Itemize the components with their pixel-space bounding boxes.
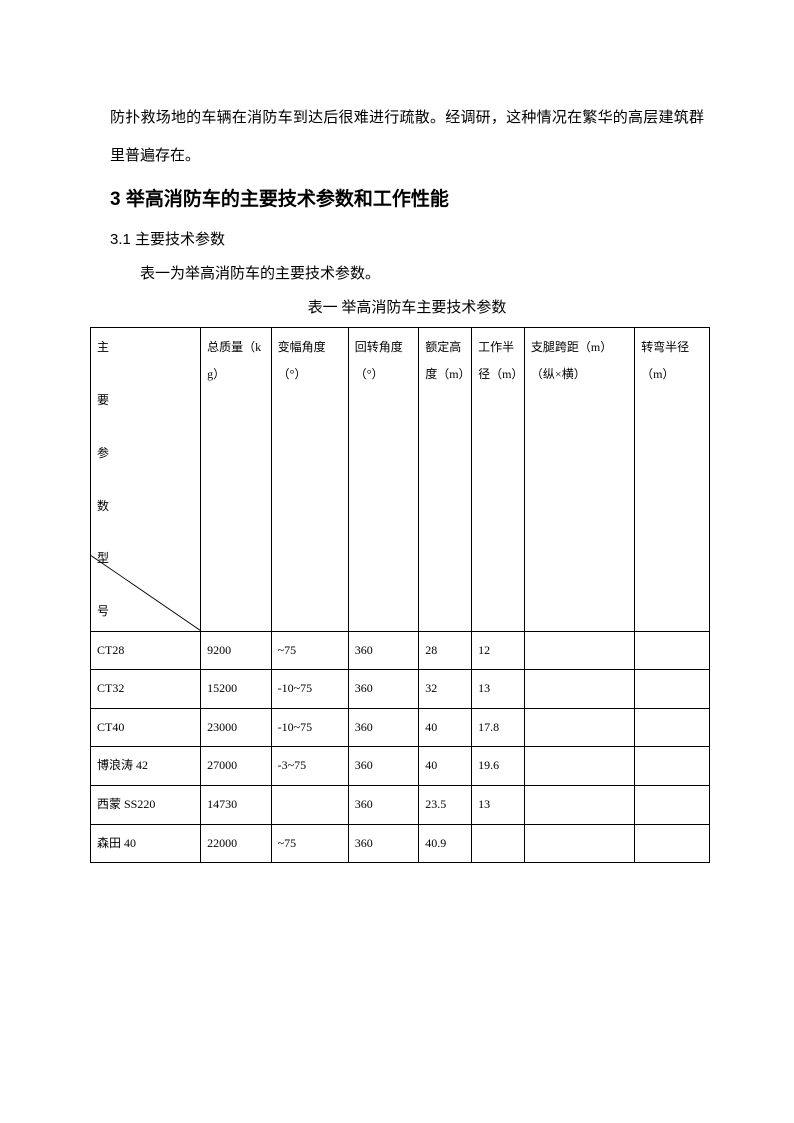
- col-header: 转弯半径（m）: [635, 328, 710, 631]
- table-cell: 40: [419, 708, 472, 747]
- table-cell: 360: [348, 785, 418, 824]
- table-cell: ~75: [271, 631, 348, 670]
- table-cell: 28: [419, 631, 472, 670]
- table-cell: 13: [472, 785, 525, 824]
- subsection-heading: 3.1 主要技术参数: [110, 223, 704, 256]
- table-cell: CT40: [91, 708, 201, 747]
- table-cell: 博浪涛 42: [91, 747, 201, 786]
- table-cell: [635, 708, 710, 747]
- table-cell: 23000: [201, 708, 271, 747]
- table-cell: 17.8: [472, 708, 525, 747]
- table-cell: 森田 40: [91, 824, 201, 863]
- table-row: CT4023000-10~753604017.8: [91, 708, 710, 747]
- table-row: CT3215200-10~753603213: [91, 670, 710, 709]
- table-cell: [524, 708, 634, 747]
- table-cell: 22000: [201, 824, 271, 863]
- table-cell: 13: [472, 670, 525, 709]
- col-header: 工作半径（m）: [472, 328, 525, 631]
- col-header: 回转角度（°）: [348, 328, 418, 631]
- section-heading: 3 举高消防车的主要技术参数和工作性能: [110, 179, 704, 221]
- table-cell: [635, 747, 710, 786]
- table-cell: -3~75: [271, 747, 348, 786]
- table-cell: 14730: [201, 785, 271, 824]
- table-cell: [635, 670, 710, 709]
- table-cell: -10~75: [271, 708, 348, 747]
- table-cell: 19.6: [472, 747, 525, 786]
- table-cell: 360: [348, 631, 418, 670]
- corner-label-top: 主 要 参 数 型 号: [97, 334, 196, 624]
- table-cell: -10~75: [271, 670, 348, 709]
- table-cell: ~75: [271, 824, 348, 863]
- table-cell: 西蒙 SS220: [91, 785, 201, 824]
- col-header: 变幅角度（°）: [271, 328, 348, 631]
- table-caption: 表一 举高消防车主要技术参数: [110, 293, 704, 323]
- table-corner-cell: 主 要 参 数 型 号: [91, 328, 201, 631]
- table-cell: 360: [348, 708, 418, 747]
- table-cell: 32: [419, 670, 472, 709]
- table-cell: 40: [419, 747, 472, 786]
- table-cell: 15200: [201, 670, 271, 709]
- table-cell: [635, 785, 710, 824]
- table-cell: CT28: [91, 631, 201, 670]
- col-header: 支腿跨距（m）（纵×横）: [524, 328, 634, 631]
- table-cell: 12: [472, 631, 525, 670]
- table-cell: CT32: [91, 670, 201, 709]
- spec-table: 主 要 参 数 型 号 总质量（kg） 变幅角度（°） 回转角度（°） 额定高度…: [90, 327, 710, 863]
- table-body: CT289200~753602812CT3215200-10~753603213…: [91, 631, 710, 863]
- col-header: 额定高度（m）: [419, 328, 472, 631]
- table-cell: 40.9: [419, 824, 472, 863]
- page: 防扑救场地的车辆在消防车到达后很难进行疏散。经调研，这种情况在繁华的高层建筑群里…: [0, 0, 794, 1123]
- table-cell: [524, 631, 634, 670]
- table-cell: [524, 824, 634, 863]
- table-header-row: 主 要 参 数 型 号 总质量（kg） 变幅角度（°） 回转角度（°） 额定高度…: [91, 328, 710, 631]
- table-cell: [524, 670, 634, 709]
- table-row: 森田 4022000~7536040.9: [91, 824, 710, 863]
- table-cell: [271, 785, 348, 824]
- intro-paragraph: 防扑救场地的车辆在消防车到达后很难进行疏散。经调研，这种情况在繁华的高层建筑群里…: [110, 100, 704, 175]
- intro-line: 表一为举高消防车的主要技术参数。: [110, 256, 704, 294]
- table-row: CT289200~753602812: [91, 631, 710, 670]
- table-cell: [524, 747, 634, 786]
- table-row: 博浪涛 4227000-3~753604019.6: [91, 747, 710, 786]
- table-cell: 360: [348, 824, 418, 863]
- table-cell: [635, 631, 710, 670]
- table-cell: [635, 824, 710, 863]
- table-cell: 9200: [201, 631, 271, 670]
- table-cell: 27000: [201, 747, 271, 786]
- table-cell: 23.5: [419, 785, 472, 824]
- table-cell: 360: [348, 670, 418, 709]
- table-cell: 360: [348, 747, 418, 786]
- table-cell: [472, 824, 525, 863]
- table-row: 西蒙 SS22014730 36023.513: [91, 785, 710, 824]
- col-header: 总质量（kg）: [201, 328, 271, 631]
- table-cell: [524, 785, 634, 824]
